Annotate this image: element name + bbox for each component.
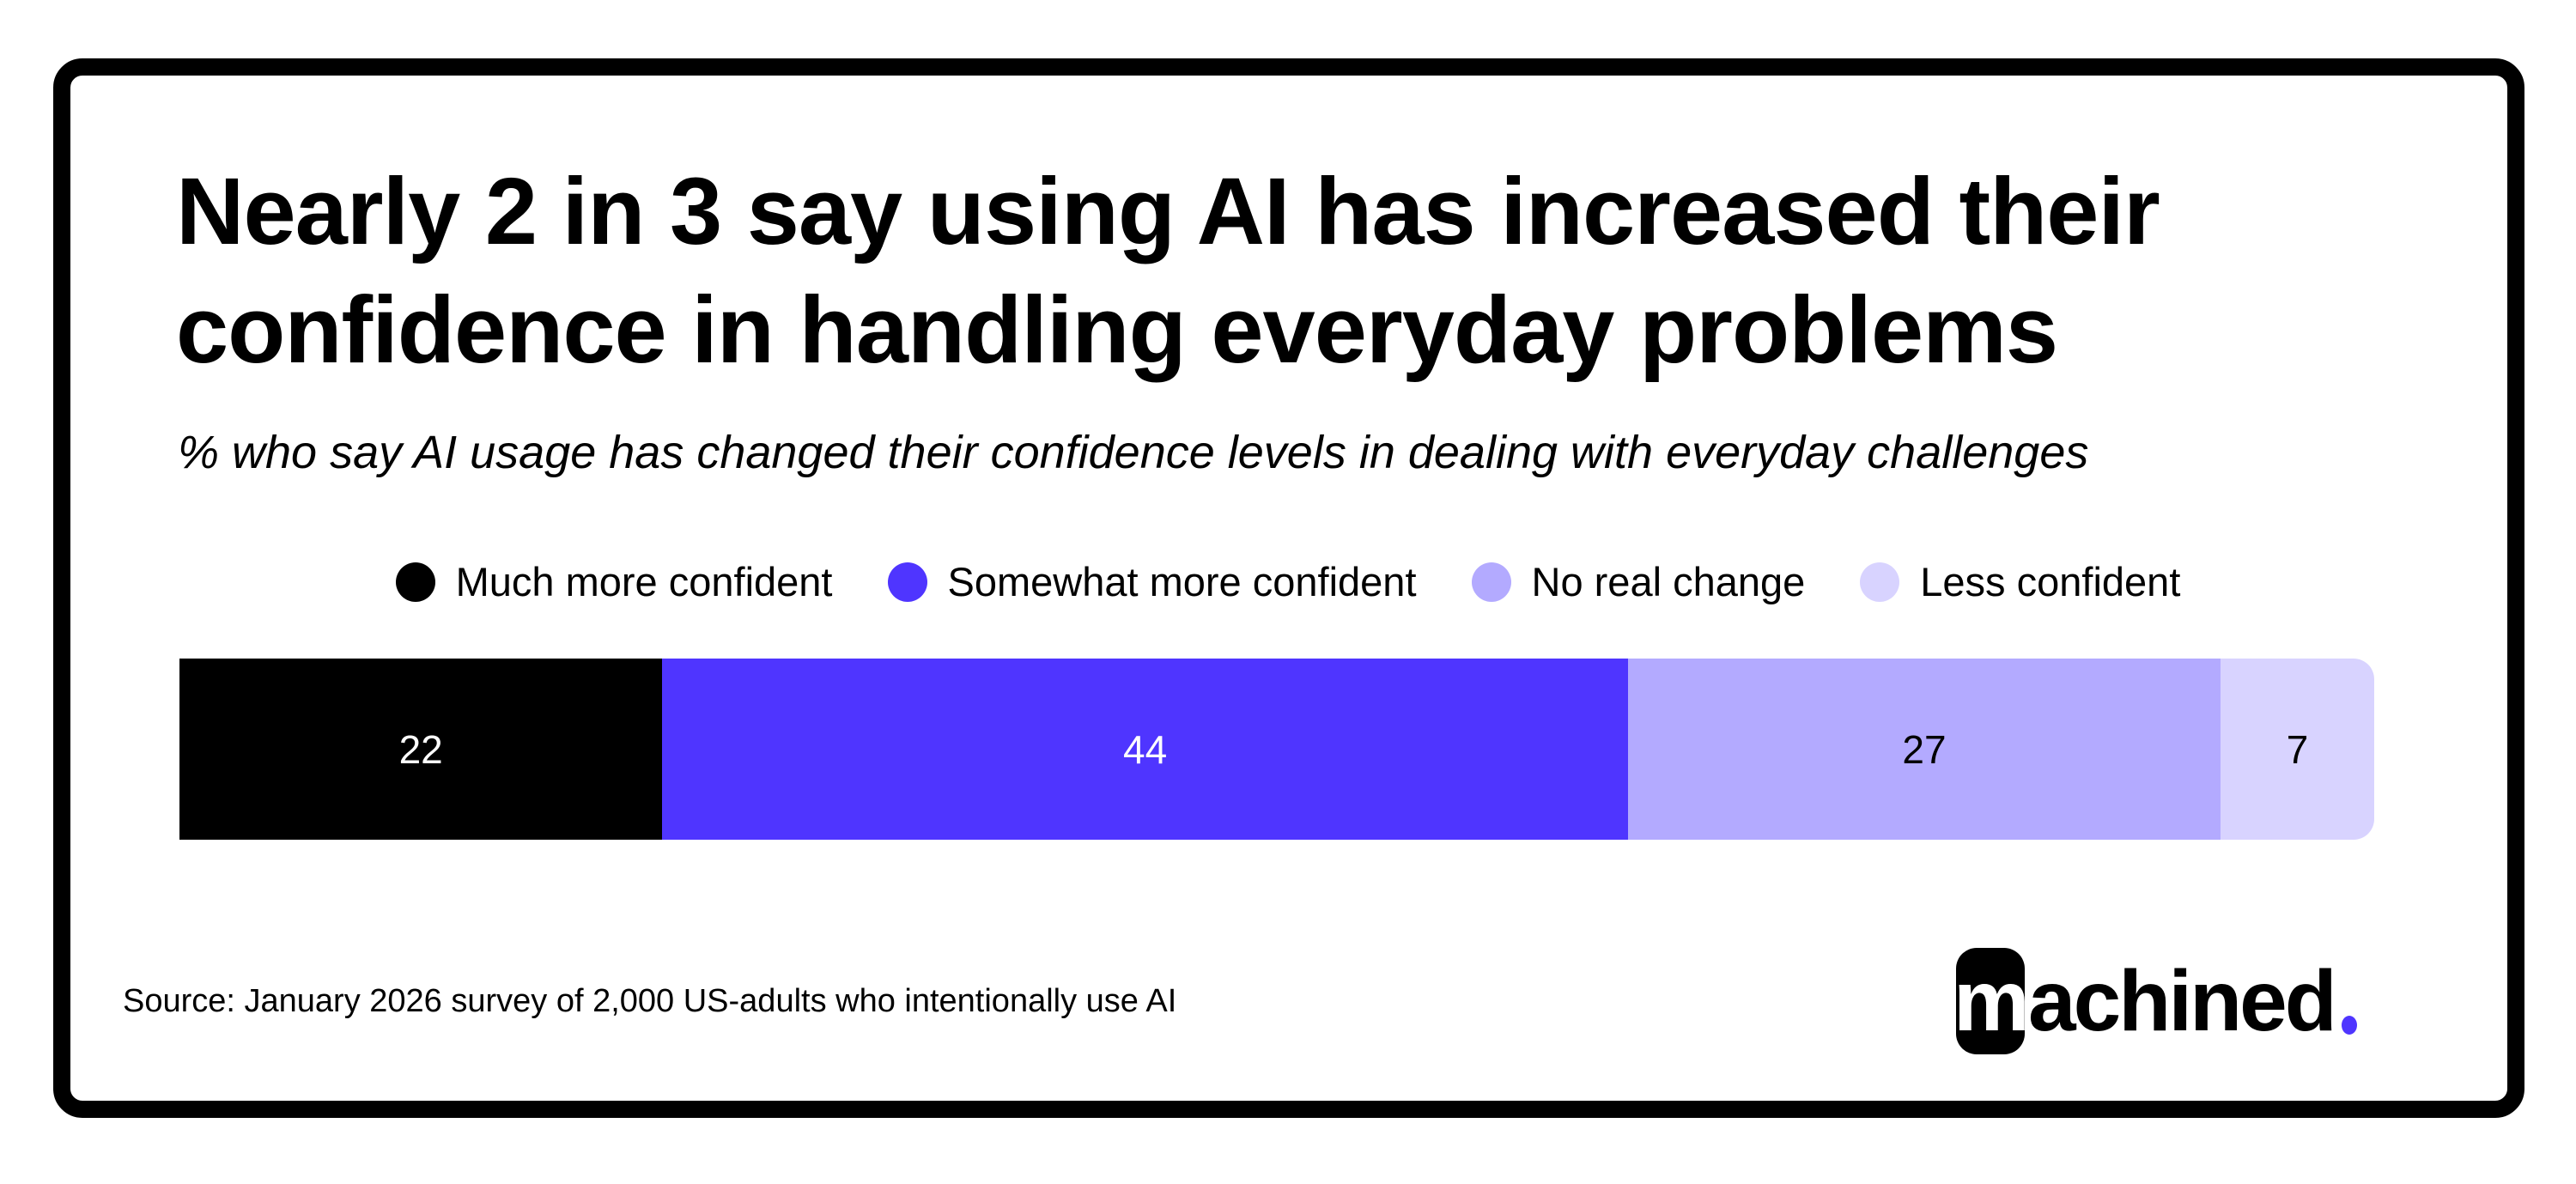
logo-text: achined (2028, 952, 2337, 1049)
legend-item: Less confident (1860, 555, 2180, 610)
legend-item: No real change (1471, 555, 1806, 610)
logo-dot (2341, 1016, 2357, 1035)
legend-swatch (1860, 562, 1900, 602)
legend: Much more confident Somewhat more confide… (0, 555, 2576, 610)
legend-label: Much more confident (455, 559, 833, 604)
source-note: Source: January 2026 survey of 2,000 US-… (123, 983, 1177, 1019)
chart-title: Nearly 2 in 3 say using AI has increased… (176, 159, 2160, 383)
legend-item: Somewhat more confident (887, 555, 1417, 610)
legend-label: Somewhat more confident (947, 559, 1417, 604)
data-label: 22 (398, 726, 443, 772)
bar-segment: 22 (179, 659, 663, 840)
data-label: 27 (1902, 726, 1947, 772)
legend-label: Less confident (1920, 559, 2181, 604)
logo-m-box: m (1953, 948, 2030, 1054)
legend-swatch (887, 562, 927, 602)
chart-subtitle: % who say AI usage has changed their con… (178, 427, 2089, 478)
bar-segment: 27 (1627, 659, 2221, 840)
bar-segment: 7 (2221, 659, 2374, 840)
legend-label: No real change (1531, 559, 1806, 604)
legend-swatch (395, 562, 435, 602)
bar-segment: 44 (662, 659, 1628, 840)
data-label: 7 (2286, 726, 2309, 772)
data-label: 44 (1123, 726, 1168, 772)
stacked-bar: 22 44 27 7 (179, 659, 2374, 840)
card-frame (53, 58, 2524, 1118)
legend-item: Much more confident (395, 555, 833, 610)
machined-logo: m achined (1953, 948, 2357, 1054)
legend-swatch (1471, 562, 1511, 602)
